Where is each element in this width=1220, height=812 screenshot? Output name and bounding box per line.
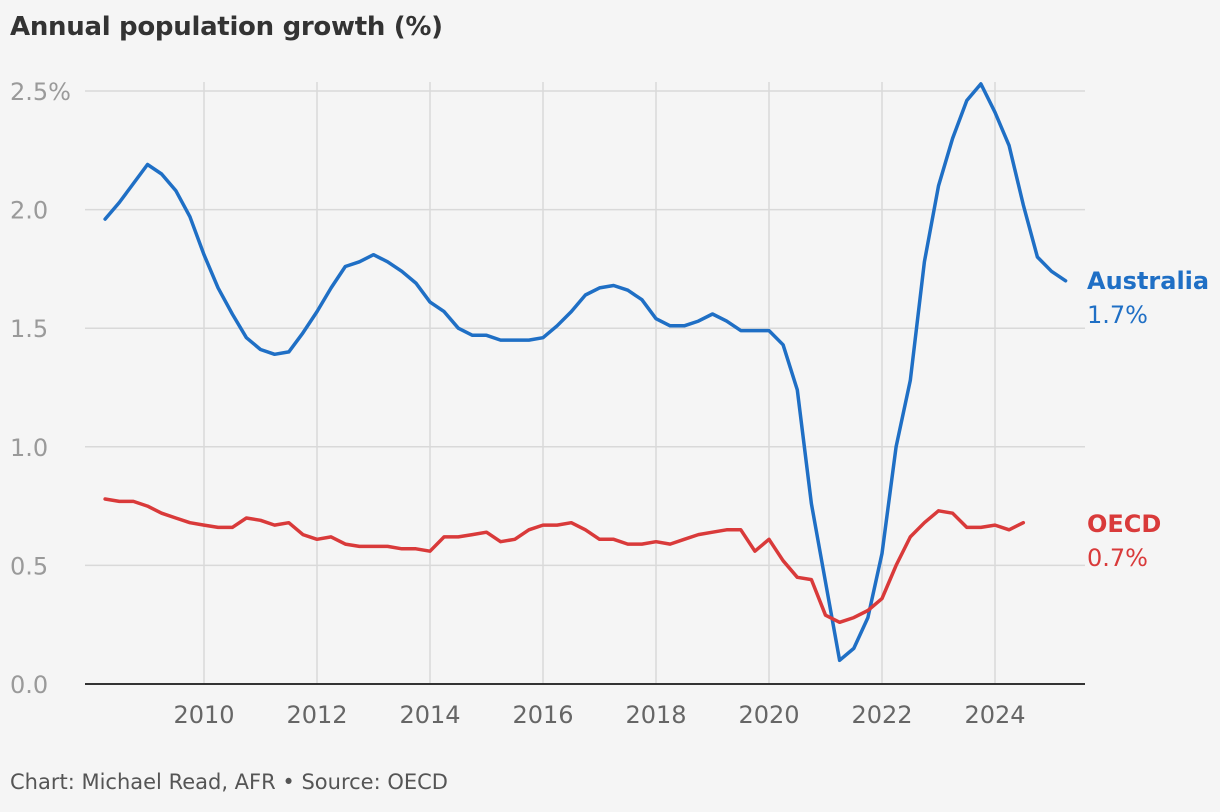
series-value-label: 1.7%	[1087, 301, 1148, 329]
y-tick-label: 0.0	[10, 671, 48, 699]
x-tick-label: 2016	[512, 701, 573, 729]
x-tick-label: 2018	[625, 701, 686, 729]
x-tick-label: 2024	[964, 701, 1025, 729]
y-tick-label: 2.5%	[10, 78, 71, 106]
x-tick-label: 2012	[286, 701, 347, 729]
y-tick-label: 2.0	[10, 197, 48, 225]
y-tick-label: 1.0	[10, 434, 48, 462]
grid-layer	[85, 82, 1085, 684]
series-labels: Australia 1.7% OECD 0.7%	[1087, 267, 1209, 572]
x-tick-label: 2022	[851, 701, 912, 729]
y-tick-label: 1.5	[10, 315, 48, 343]
series-layer	[103, 82, 1068, 663]
source-note: Chart: Michael Read, AFR • Source: OECD	[10, 770, 448, 794]
series-name-label: OECD	[1087, 510, 1161, 538]
chart-title: Annual population growth (%)	[10, 12, 443, 42]
x-tick-label: 2010	[173, 701, 234, 729]
axis-layer: 0.0 0.5 1.0 1.5 2.0 2.5% 2010 2012 2014 2016 2018 2…	[10, 78, 1085, 729]
series-name-label: Australia	[1087, 267, 1209, 295]
series-value-label: 0.7%	[1087, 544, 1148, 572]
x-tick-label: 2020	[738, 701, 799, 729]
x-tick-label: 2014	[399, 701, 460, 729]
series-line-australia	[103, 82, 1068, 663]
y-tick-label: 0.5	[10, 552, 48, 580]
series-line-oecd	[103, 497, 1026, 625]
